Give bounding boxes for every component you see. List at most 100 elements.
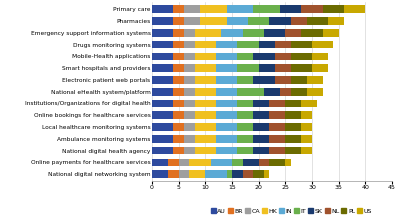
Bar bbox=[301, 147, 312, 154]
Bar bbox=[221, 29, 243, 37]
Bar bbox=[269, 100, 285, 107]
Bar bbox=[301, 123, 312, 131]
Bar bbox=[237, 53, 253, 60]
Bar bbox=[344, 6, 365, 13]
Bar bbox=[253, 111, 269, 119]
Bar bbox=[152, 53, 173, 60]
Bar bbox=[253, 53, 275, 60]
Bar bbox=[259, 41, 275, 48]
Bar bbox=[200, 17, 227, 25]
Bar bbox=[152, 41, 173, 48]
Bar bbox=[285, 147, 301, 154]
Bar bbox=[227, 170, 232, 178]
Bar bbox=[264, 88, 280, 95]
Bar bbox=[216, 111, 237, 119]
Bar bbox=[195, 64, 216, 72]
Bar bbox=[179, 158, 189, 166]
Bar bbox=[237, 111, 253, 119]
Bar bbox=[253, 170, 264, 178]
Bar bbox=[216, 53, 237, 60]
Bar bbox=[227, 17, 248, 25]
Bar bbox=[195, 29, 221, 37]
Bar bbox=[173, 64, 184, 72]
Bar bbox=[216, 100, 237, 107]
Bar bbox=[195, 100, 216, 107]
Bar bbox=[195, 53, 216, 60]
Bar bbox=[184, 6, 200, 13]
Bar bbox=[280, 6, 301, 13]
Bar bbox=[323, 6, 344, 13]
Bar bbox=[205, 170, 227, 178]
Bar bbox=[184, 123, 195, 131]
Bar bbox=[173, 29, 184, 37]
Bar bbox=[285, 111, 301, 119]
Bar bbox=[189, 158, 211, 166]
Bar bbox=[269, 17, 291, 25]
Bar bbox=[243, 158, 259, 166]
Bar bbox=[285, 135, 301, 143]
Bar bbox=[211, 158, 232, 166]
Bar bbox=[195, 88, 216, 95]
Bar bbox=[275, 41, 291, 48]
Bar bbox=[168, 170, 179, 178]
Bar bbox=[237, 64, 259, 72]
Bar bbox=[195, 76, 216, 84]
Bar bbox=[179, 170, 189, 178]
Bar bbox=[173, 88, 184, 95]
Bar bbox=[173, 76, 184, 84]
Bar bbox=[173, 100, 184, 107]
Bar bbox=[285, 158, 291, 166]
Bar bbox=[184, 29, 195, 37]
Bar bbox=[312, 64, 328, 72]
Bar bbox=[152, 6, 173, 13]
Legend: AU, BR, CA, HK, IN, IT, SK, NL, PL, US: AU, BR, CA, HK, IN, IT, SK, NL, PL, US bbox=[208, 206, 374, 216]
Bar bbox=[184, 111, 195, 119]
Bar bbox=[184, 64, 195, 72]
Bar bbox=[173, 6, 184, 13]
Bar bbox=[184, 135, 195, 143]
Bar bbox=[216, 123, 237, 131]
Bar bbox=[152, 64, 173, 72]
Bar bbox=[227, 6, 253, 13]
Bar bbox=[152, 147, 173, 154]
Bar bbox=[200, 6, 227, 13]
Bar bbox=[184, 88, 195, 95]
Bar bbox=[253, 100, 269, 107]
Bar bbox=[173, 135, 184, 143]
Bar bbox=[291, 76, 307, 84]
Bar bbox=[173, 123, 184, 131]
Bar bbox=[216, 88, 237, 95]
Bar bbox=[152, 111, 173, 119]
Bar bbox=[216, 41, 237, 48]
Bar bbox=[264, 170, 269, 178]
Bar bbox=[243, 170, 253, 178]
Bar bbox=[291, 41, 312, 48]
Bar bbox=[152, 88, 173, 95]
Bar bbox=[291, 88, 307, 95]
Bar bbox=[184, 17, 200, 25]
Bar bbox=[264, 29, 285, 37]
Bar bbox=[195, 147, 216, 154]
Bar bbox=[195, 111, 216, 119]
Bar bbox=[152, 76, 173, 84]
Bar bbox=[195, 41, 216, 48]
Bar bbox=[195, 135, 216, 143]
Bar bbox=[152, 158, 168, 166]
Bar bbox=[237, 100, 253, 107]
Bar bbox=[253, 76, 275, 84]
Bar bbox=[216, 76, 237, 84]
Bar bbox=[259, 158, 269, 166]
Bar bbox=[312, 41, 333, 48]
Bar bbox=[173, 147, 184, 154]
Bar bbox=[291, 53, 312, 60]
Bar bbox=[237, 147, 253, 154]
Bar bbox=[301, 29, 323, 37]
Bar bbox=[253, 135, 269, 143]
Bar bbox=[216, 64, 237, 72]
Bar bbox=[307, 76, 323, 84]
Bar bbox=[237, 135, 253, 143]
Bar bbox=[152, 17, 173, 25]
Bar bbox=[216, 147, 237, 154]
Bar bbox=[275, 76, 291, 84]
Bar bbox=[237, 41, 259, 48]
